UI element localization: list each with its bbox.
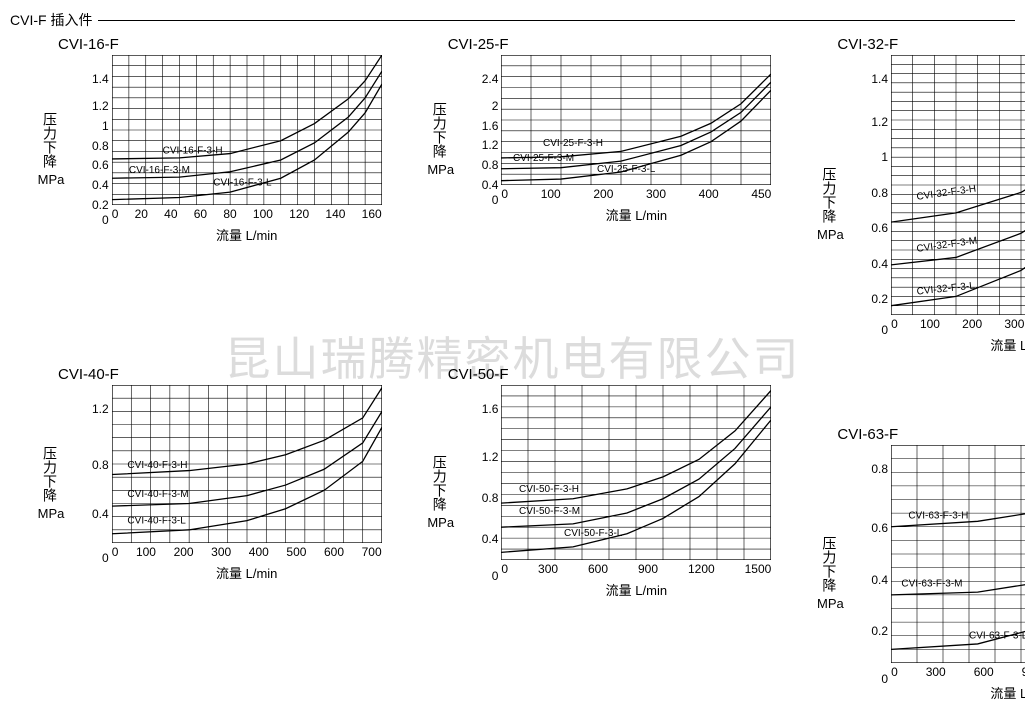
plot-area: CVI-50-F-3-H CVI-50-F-3-M CVI-50-F-3-L xyxy=(501,385,771,560)
x-axis-label: 流量 L/min xyxy=(501,576,771,599)
y-ticks: 1.41.210.80.60.40.20 xyxy=(871,75,891,335)
x-axis-label: 流量 L/min xyxy=(891,679,1025,702)
x-axis-label: 流量 L/min xyxy=(891,331,1025,354)
y-axis-label: 压力下降 xyxy=(819,167,841,223)
x-axis-label: 流量 L/min xyxy=(112,559,382,582)
y-axis-unit: MPa xyxy=(427,162,454,177)
curve-label: CVI-50-F-3-L xyxy=(564,528,623,539)
y-axis-unit: MPa xyxy=(38,172,65,187)
curve-label: CVI-32-F-3-H xyxy=(916,184,977,203)
chart-c50: CVI-50-F压力下降MPa1.61.20.80.40CVI-50-F-3-H… xyxy=(400,366,772,599)
plot-area: CVI-25-F-3-H CVI-25-F-3-M CVI-25-F-3-L xyxy=(501,55,771,185)
y-axis-unit: MPa xyxy=(817,596,844,611)
x-ticks: 030060090012001500 xyxy=(891,663,1025,679)
curve xyxy=(891,478,1025,595)
chart-c40: CVI-40-F压力下降MPa1.20.80.40CVI-40-F-3-HCVI… xyxy=(10,366,382,582)
page-header: CVI-F 插入件 xyxy=(10,10,1015,30)
chart-title: CVI-40-F xyxy=(58,366,382,383)
chart-c25: CVI-25-F压力下降MPa2.421.61.20.80.40CVI-25-F… xyxy=(400,36,772,224)
curve-label: CVI-63-F-3-H xyxy=(908,511,968,522)
curve xyxy=(501,74,771,158)
x-ticks: 030060090012001500 xyxy=(501,560,771,576)
curve-label: CVI-25-F-3-H xyxy=(543,138,603,149)
y-axis-label: 压力下降 xyxy=(40,446,62,502)
curve-label: CVI-40-F-3-H xyxy=(127,460,187,471)
curve-label: CVI-63-F-3-M xyxy=(901,579,962,590)
y-axis-label: 压力下降 xyxy=(40,112,62,168)
curve-label: CVI-16-F-3-M xyxy=(129,165,190,176)
plot-area: CVI-63-F-3-H CVI-63-F-3-M CVI-63-F-3-L xyxy=(891,445,1025,663)
chart-title: CVI-63-F xyxy=(837,426,1025,443)
y-axis-unit: MPa xyxy=(38,506,65,521)
curve-label: CVI-25-F-3-L xyxy=(597,164,656,175)
x-ticks: 0100200300400500600 xyxy=(891,315,1025,331)
plot-area: CVI-32-F-3-H CVI-32-F-3-M CVI-32-F-3-L xyxy=(891,55,1025,315)
y-axis-label: 压力下降 xyxy=(430,455,452,511)
y-axis-unit: MPa xyxy=(817,227,844,242)
chart-title: CVI-32-F xyxy=(837,36,1025,53)
header-text: CVI-F 插入件 xyxy=(10,10,92,30)
curve-label: CVI-40-F-3-L xyxy=(127,515,186,526)
chart-title: CVI-16-F xyxy=(58,36,382,53)
curve xyxy=(891,111,1025,306)
charts-grid: CVI-16-F压力下降MPa1.41.210.80.60.40.20CVI-1… xyxy=(10,36,1015,702)
plot-area: CVI-40-F-3-H CVI-40-F-3-M CVI-40-F-3-L xyxy=(112,385,382,543)
x-ticks: 0100200300400450 xyxy=(501,185,771,201)
y-ticks: 1.20.80.40 xyxy=(92,405,112,563)
x-ticks: 0100200300400500600700 xyxy=(112,543,382,559)
curve-label: CVI-50-F-3-H xyxy=(519,484,579,495)
curve-label: CVI-63-F-3-L xyxy=(969,630,1025,641)
curve-label: CVI-32-F-3-L xyxy=(916,280,976,297)
chart-title: CVI-25-F xyxy=(448,36,772,53)
y-ticks: 2.421.61.20.80.40 xyxy=(482,75,502,205)
x-axis-label: 流量 L/min xyxy=(501,201,771,224)
y-axis-unit: MPa xyxy=(427,515,454,530)
curve-label: CVI-25-F-3-M xyxy=(513,153,574,164)
curve-label: CVI-16-F-3-H xyxy=(162,146,222,157)
plot-area: CVI-16-F-3-H CVI-16-F-3-M CVI-16-F-3-L xyxy=(112,55,382,205)
header-rule xyxy=(98,20,1015,21)
x-ticks: 020406080100120140160 xyxy=(112,205,382,221)
curve-label: CVI-40-F-3-M xyxy=(127,489,188,500)
curve-label: CVI-50-F-3-M xyxy=(519,506,580,517)
y-ticks: 1.41.210.80.60.40.20 xyxy=(92,75,112,225)
chart-c16: CVI-16-F压力下降MPa1.41.210.80.60.40.20CVI-1… xyxy=(10,36,382,244)
y-axis-label: 压力下降 xyxy=(430,102,452,158)
chart-c32: CVI-32-F压力下降MPa1.41.210.80.60.40.20CVI-3… xyxy=(789,36,1025,354)
y-ticks: 1.61.20.80.40 xyxy=(482,405,502,580)
curve-label: CVI-16-F-3-L xyxy=(213,178,272,189)
y-axis-label: 压力下降 xyxy=(819,536,841,592)
chart-title: CVI-50-F xyxy=(448,366,772,383)
y-ticks: 0.80.60.40.20 xyxy=(871,465,891,683)
x-axis-label: 流量 L/min xyxy=(112,221,382,244)
curve-label: CVI-32-F-3-M xyxy=(916,235,978,254)
